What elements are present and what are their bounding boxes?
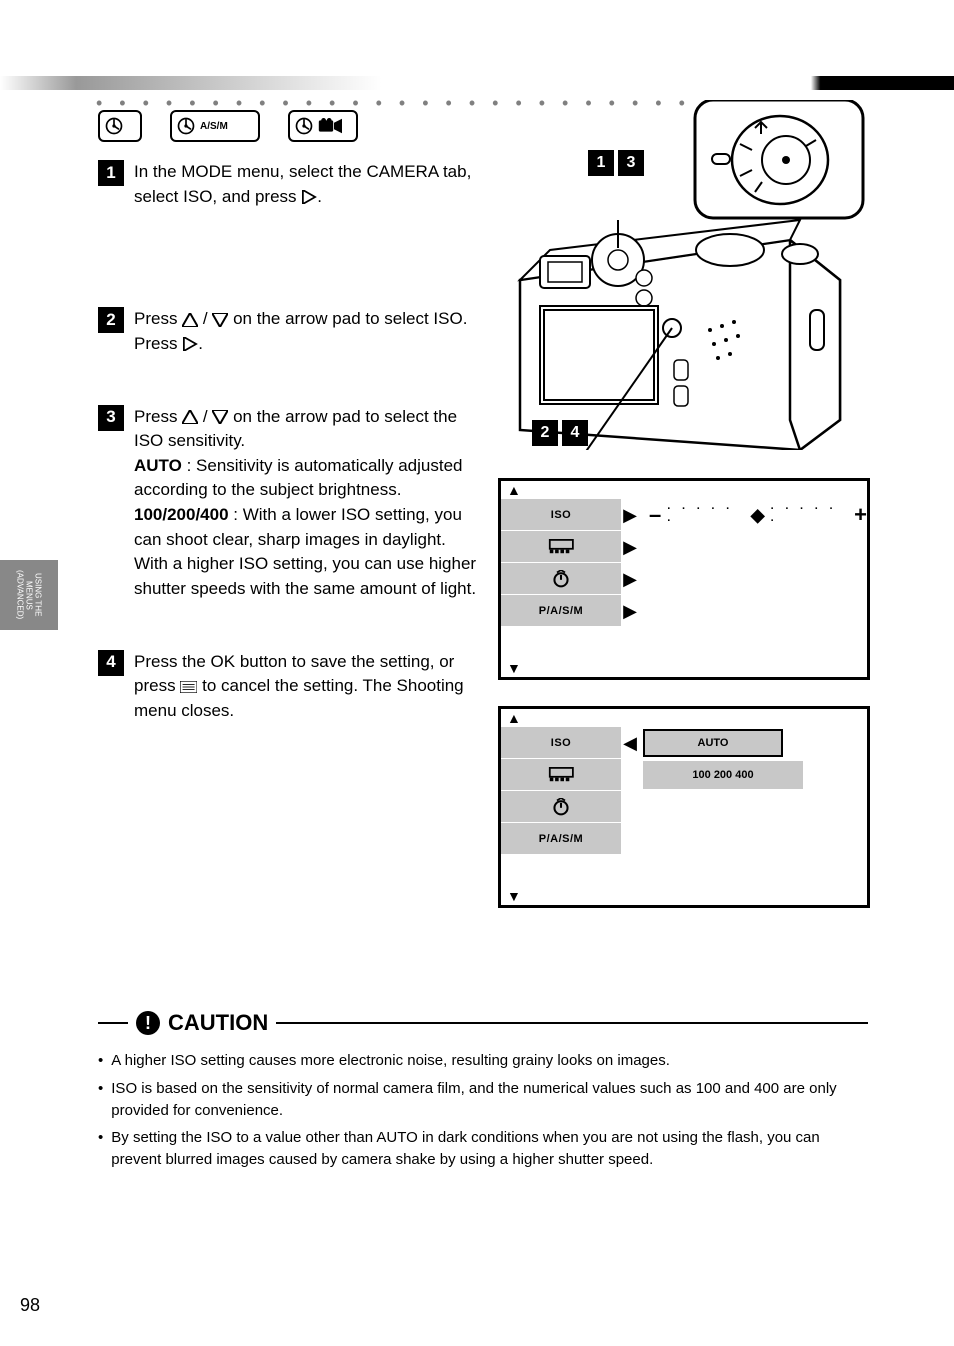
rule [98,1022,128,1024]
step-text: Press the OK button to save the setting,… [134,650,478,724]
caution-line: A higher ISO setting causes more electro… [111,1050,670,1072]
step-text: Press / on the arrow pad to select the I… [134,405,478,602]
menu-row: ▶ [501,563,867,595]
step-number: 4 [98,650,124,676]
menu-row: P/A/S/M ▶ [501,595,867,627]
menu-scroll-up-icon: ▲ [501,709,867,727]
caution-label: CAUTION [168,1010,268,1036]
panorama-icon [548,539,575,555]
menu-option-list: 100 200 400 [643,761,803,789]
menu-row: ISO ◀ AUTO [501,727,867,759]
panorama-icon [548,767,575,783]
menu-left-cell: ISO [501,727,621,759]
menu-right-cell [621,791,867,823]
caution-icon: ! [136,1011,160,1035]
badge-label: A/S/M [200,121,228,132]
step-number: 3 [98,405,124,431]
step-1: 1 In the MODE menu, select the CAMERA ta… [98,160,478,209]
menu-left-cell: ISO [501,499,621,531]
dial-icon [294,116,314,136]
instructions-column: A/S/M 1 In the MODE menu, select the CAM… [98,110,478,724]
menu-right-cell: – · · · · · · ◆ · · · · · · + [639,499,867,531]
step-text: Press / on the arrow pad to select ISO. … [134,307,478,356]
menu-left-cell: P/A/S/M [501,823,621,855]
menu-arrow-icon: ◀ [621,727,639,759]
step-4: 4 Press the OK button to save the settin… [98,650,478,724]
menu-left-cell [501,855,621,887]
menu-icon [180,681,197,693]
menu-screen-2: ▲ ISO ◀ AUTO 100 200 400 P/A/S/M ▼ [498,706,870,908]
page-number: 98 [20,1295,40,1316]
menu-left-cell [501,791,621,823]
menu-left-cell [501,759,621,791]
menu-row: ▶ [501,531,867,563]
callout-1: 1 [588,150,614,176]
side-tab: USING THE MENUS (ADVANCED) [0,560,58,630]
callout-4: 4 [562,420,588,446]
menu-right-cell [639,563,867,595]
menu-arrow-icon: ▶ [621,499,639,531]
menu-row-blank [501,855,867,887]
menu-screen-1: ▲ ISO ▶ – · · · · · · ◆ · · · · · · + ▶ … [498,478,870,680]
side-tab-label: USING THE MENUS (ADVANCED) [16,560,43,630]
menu-left-cell: P/A/S/M [501,595,621,627]
menu-row [501,791,867,823]
header-gradient-bar [0,76,954,90]
caution-body: •A higher ISO setting causes more electr… [98,1050,868,1171]
menu-row: P/A/S/M [501,823,867,855]
step-number: 2 [98,307,124,333]
callout-3: 3 [618,150,644,176]
callout-2: 2 [532,420,558,446]
menu-left-cell [501,531,621,563]
menu-scroll-down-icon: ▼ [501,887,867,905]
menu-right-cell [621,823,867,855]
step-number: 1 [98,160,124,186]
mode-badge-row: A/S/M [98,110,478,142]
menu-left-cell [501,627,621,659]
menu-row: 100 200 400 [501,759,867,791]
menu-arrow-icon: ▶ [621,595,639,627]
menu-right-cell: AUTO [639,727,867,759]
mode-badge-asm: A/S/M [170,110,260,142]
menu-selected-value: AUTO [643,729,783,757]
camera-svg [500,100,870,450]
menu-row-blank [501,627,867,659]
menu-right-cell: 100 200 400 [621,759,867,791]
mode-badge-movie [288,110,358,142]
menu-scroll-down-icon: ▼ [501,659,867,677]
menu-left-cell [501,563,621,595]
menu-arrow-icon: ▶ [621,563,639,595]
dial-icon [104,116,124,136]
mode-badge-p [98,110,142,142]
menu-right-cell [639,531,867,563]
camera-illustration: 1 3 2 4 [500,100,870,450]
step-2: 2 Press / on the arrow pad to select ISO… [98,307,478,356]
movie-icon [318,118,344,134]
step-3: 3 Press / on the arrow pad to select the… [98,405,478,602]
rule [276,1022,868,1024]
timer-icon [552,798,570,816]
timer-icon [552,570,570,588]
caution-line: ISO is based on the sensitivity of norma… [111,1078,868,1122]
menu-arrow-icon: ▶ [621,531,639,563]
caution-line: By setting the ISO to a value other than… [111,1127,868,1171]
step-text: In the MODE menu, select the CAMERA tab,… [134,160,478,209]
dial-icon [176,116,196,136]
menu-row: ISO ▶ – · · · · · · ◆ · · · · · · + [501,499,867,531]
right-arrow-icon [301,190,317,204]
menu-scroll-up-icon: ▲ [501,481,867,499]
menu-right-cell [639,595,867,627]
caution-heading: ! CAUTION [98,1010,868,1036]
